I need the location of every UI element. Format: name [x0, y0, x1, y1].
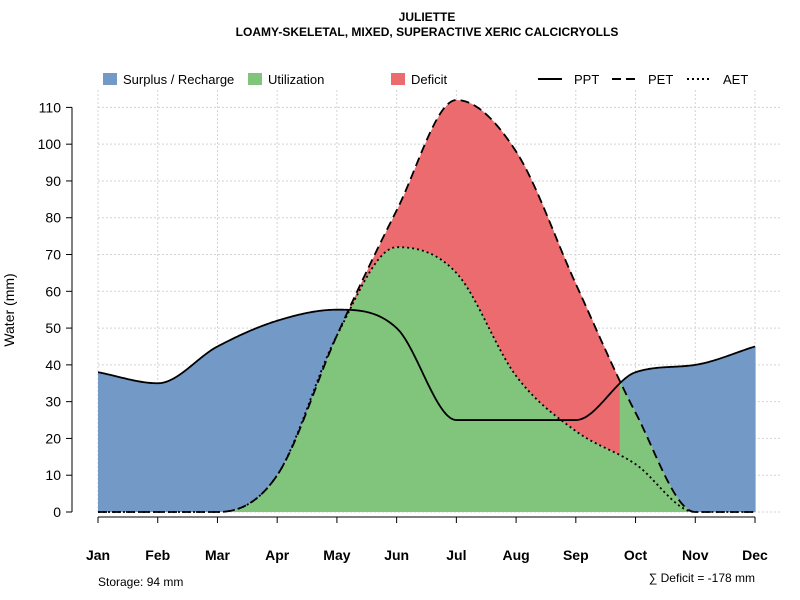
storage-footnote: Storage: 94 mm [98, 575, 183, 589]
x-tick-label-dec: Dec [742, 547, 768, 563]
y-tick-label: 90 [45, 173, 61, 189]
legend-label: PET [648, 72, 673, 87]
ppt-series-line [97, 308, 756, 421]
deficit-area [348, 100, 620, 455]
y-tick-label: 60 [45, 283, 61, 299]
y-tick-label: 40 [45, 357, 61, 373]
legend-swatch-deficit [391, 73, 405, 85]
x-tick-label-jul: Jul [446, 547, 466, 563]
x-tick-label-may: May [323, 547, 350, 563]
y-tick-label: 70 [45, 247, 61, 263]
y-axis-label: Water (mm) [1, 273, 17, 346]
y-tick-label: 80 [45, 210, 61, 226]
x-tick-label-sep: Sep [563, 547, 589, 563]
legend-label: PPT [574, 72, 599, 87]
legend-swatch-utilization [248, 73, 262, 85]
x-tick-label-aug: Aug [502, 547, 529, 563]
surplus-recharge-area [98, 309, 756, 512]
y-tick-label: 10 [45, 467, 61, 483]
x-tick-label-apr: Apr [265, 547, 290, 563]
deficit-footnote: ∑ Deficit = -178 mm [649, 571, 755, 585]
x-tick-label-feb: Feb [145, 547, 170, 563]
x-tick-label-jun: Jun [384, 547, 409, 563]
chart-subtitle: LOAMY-SKELETAL, MIXED, SUPERACTIVE XERIC… [236, 25, 619, 39]
legend-label: Utilization [268, 72, 324, 87]
legend-label: Deficit [411, 72, 448, 87]
chart-title: JULIETTE [399, 10, 456, 24]
y-tick-label: 110 [39, 99, 62, 115]
line-layer [97, 99, 756, 513]
y-tick-label: 20 [45, 430, 61, 446]
x-tick-label-mar: Mar [205, 547, 230, 563]
y-tick-label: 0 [53, 504, 61, 520]
axis-layer: 0 10 20 30 40 50 60 70 80 90 100 110 Jan Feb Mar Apr May… [38, 99, 768, 563]
x-tick-label-nov: Nov [682, 547, 709, 563]
legend-label: AET [723, 72, 748, 87]
x-tick-label-jan: Jan [86, 547, 110, 563]
legend-label: Surplus / Recharge [123, 72, 234, 87]
area-layer [98, 100, 756, 513]
legend-swatch-surplus-recharge [103, 73, 117, 85]
y-tick-label: 100 [38, 136, 62, 152]
y-tick-label: 30 [45, 394, 61, 410]
legend: Surplus / Recharge Utilization Deficit PPT P… [103, 72, 748, 87]
x-tick-label-oct: Oct [624, 547, 648, 563]
y-tick-label: 50 [45, 320, 61, 336]
